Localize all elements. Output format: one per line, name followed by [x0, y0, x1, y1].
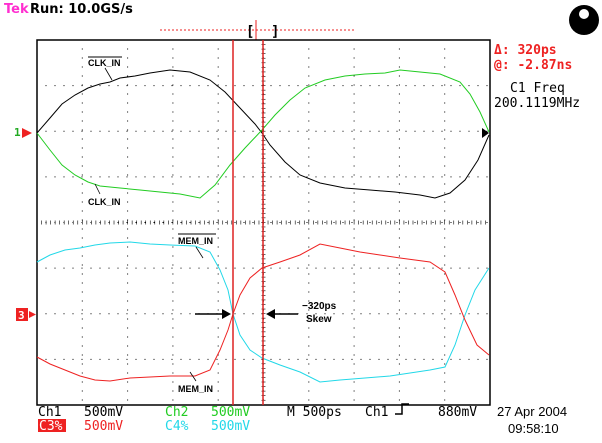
mem-in-label-top: MEM_IN [178, 236, 213, 246]
ch4-waveform [36, 241, 490, 383]
date-readout: 27 Apr 2004 [497, 404, 567, 419]
brand-label: Tek [4, 2, 29, 17]
ch3-scale[interactable]: 500mV [84, 419, 123, 434]
ch3-marker-arrow-icon [29, 311, 36, 318]
ch4-label[interactable]: C4% [165, 419, 189, 434]
measurement-value: 200.1119MHz [494, 96, 580, 111]
ch2-waveform [36, 69, 490, 199]
skew-right-arrow-icon [266, 309, 298, 319]
trigger-position-indicator[interactable]: [ ] [160, 20, 355, 40]
trigger-level-marker-icon[interactable] [482, 128, 489, 138]
ch1-scale[interactable]: 500mV [84, 405, 123, 420]
rising-edge-icon [395, 403, 409, 415]
ch3-marker-label: 3 [18, 309, 25, 322]
timebase-readout[interactable]: M 500ps [287, 405, 342, 420]
ch1-label[interactable]: Ch1 [38, 405, 61, 420]
ch2-label[interactable]: Ch2 [165, 405, 188, 420]
acquisition-status: Run: 10.0GS/s [30, 2, 133, 17]
trigger-bracket-left: [ [246, 24, 254, 40]
ch1-waveform [36, 69, 490, 199]
clk-in-label-bottom: CLK_IN [88, 197, 121, 207]
ch3-ground-marker[interactable]: 3 [16, 308, 36, 322]
ch2-scale[interactable]: 500mV [211, 405, 250, 420]
ch1-marker-arrow-icon [22, 128, 32, 138]
skew-left-arrow-icon [195, 309, 231, 319]
scope-status-disc-icon [569, 5, 599, 35]
ch3-waveform [36, 243, 490, 382]
skew-value-label: −320ps [302, 301, 337, 312]
ch1-marker-label: 1 [14, 126, 21, 139]
clk-in-label-top: CLK_IN [88, 58, 121, 68]
time-readout: 09:58:10 [508, 421, 559, 436]
graticule-grid [36, 39, 491, 406]
ch4-scale[interactable]: 500mV [211, 419, 250, 434]
ch1-ground-marker[interactable]: 1 [14, 126, 32, 139]
trigger-level[interactable]: 880mV [438, 405, 477, 420]
skew-label: Skew [306, 314, 332, 325]
trigger-bracket-right: ] [271, 24, 279, 40]
mem-in-label-bottom: MEM_IN [178, 384, 213, 394]
cursor-delta-readout: Δ: 320ps [494, 43, 557, 58]
ch3-label[interactable]: C3% [39, 419, 63, 434]
measurement-title: C1 Freq [510, 81, 565, 96]
cursor-position-readout: @: -2.87ns [494, 58, 572, 73]
trigger-source[interactable]: Ch1 [365, 405, 388, 420]
